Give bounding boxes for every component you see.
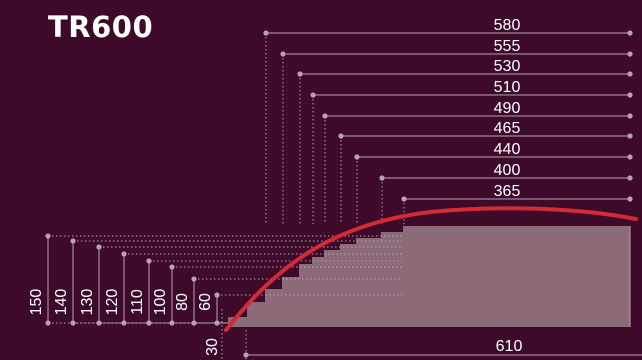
width-label-440: 440 [494,141,521,158]
width-label-580: 580 [494,17,521,34]
height-label-130: 130 [79,289,96,316]
dimension-dot [627,175,633,181]
width-label-555: 555 [494,38,521,55]
page-title: TR600 [48,10,154,44]
bottom-width-label: 610 [496,338,523,355]
width-label-465: 465 [494,120,521,137]
width-label-530: 530 [494,58,521,75]
height-label-60: 60 [197,293,214,311]
width-label-490: 490 [494,100,521,117]
height-label-80: 80 [174,293,191,311]
dimension-dot [627,30,633,36]
dimension-dot [401,196,407,202]
dimension-dot [627,113,633,119]
height-label-100: 100 [152,289,169,316]
height-label-30: 30 [204,338,221,356]
dimension-dot [243,352,249,358]
height-label-140: 140 [53,289,70,316]
width-label-510: 510 [494,79,521,96]
dimension-dot [627,154,633,160]
profile-shape [228,226,630,327]
height-label-150: 150 [28,289,45,316]
dimension-dot [338,133,344,139]
dimension-dot [280,51,286,57]
dimension-dot [627,133,633,139]
load-curve [224,206,638,332]
dimension-dot [263,30,269,36]
dimension-dot [627,92,633,98]
height-label-110: 110 [129,289,146,315]
width-label-400: 400 [494,162,521,179]
dimension-dot [627,196,633,202]
dimension-dot [627,51,633,57]
height-label-120: 120 [104,289,121,316]
dimension-dot [354,154,360,160]
dimension-dot [322,113,328,119]
dimension-dot [297,71,303,77]
dimension-dot [379,175,385,181]
dimension-dot [310,92,316,98]
width-label-365: 365 [494,183,521,200]
dimension-dot [627,71,633,77]
